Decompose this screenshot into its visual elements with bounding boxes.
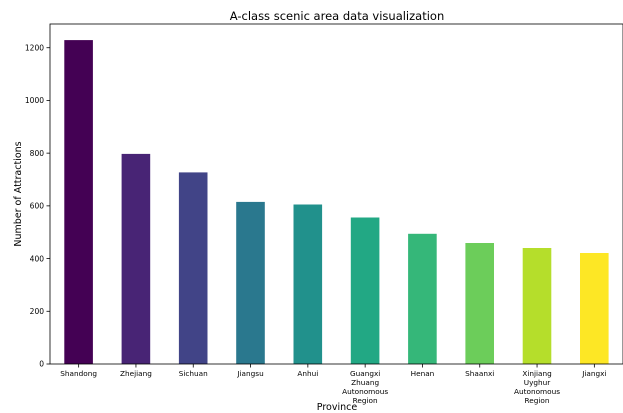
bar-jiangxi [580,253,609,364]
x-axis: Shandong Zhejiang Sichuan Jiangsu Anhui Guang… [60,364,606,405]
x-tick-label: Jiangsu [236,369,263,378]
y-axis: 0 200 400 600 800 1000 1200 [25,43,50,369]
x-tick-label: Shandong [60,369,97,378]
x-tick-label: Shaanxi [465,369,494,378]
chart-title: A-class scenic area data visualization [230,9,445,23]
bar-shaanxi [465,243,494,364]
bar-anhui [293,204,323,364]
y-tick-label: 400 [30,254,45,263]
y-tick-label: 600 [30,202,45,211]
y-tick-label: 0 [39,360,44,369]
bar-zhejiang [121,153,151,364]
y-axis-label: Number of Attractions [13,141,24,246]
x-tick-label: Guangxi Zhuang Autonomous Region [342,369,388,405]
bars-group [64,40,609,364]
y-tick-label: 800 [30,149,45,158]
x-tick-label: Xinjiang Uyghur Autonomous Region [514,369,560,405]
y-tick-label: 1000 [25,96,44,105]
bar-shandong [64,40,93,364]
bar-sichuan [178,172,208,364]
x-tick-label: Zhejiang [120,369,152,378]
y-tick-label: 200 [30,307,45,316]
x-tick-label: Sichuan [179,369,208,378]
x-tick-label: Anhui [297,369,318,378]
y-tick-label: 1200 [25,43,44,52]
x-tick-label: Henan [411,369,435,378]
x-tick-label: Jiangxi [581,369,606,378]
x-axis-label: Province [317,402,358,413]
plot-frame [49,23,623,365]
bar-jiangsu [236,201,265,364]
bar-xinjiang [522,248,552,364]
bar-henan [408,233,437,364]
bar-guangxi [350,217,380,364]
